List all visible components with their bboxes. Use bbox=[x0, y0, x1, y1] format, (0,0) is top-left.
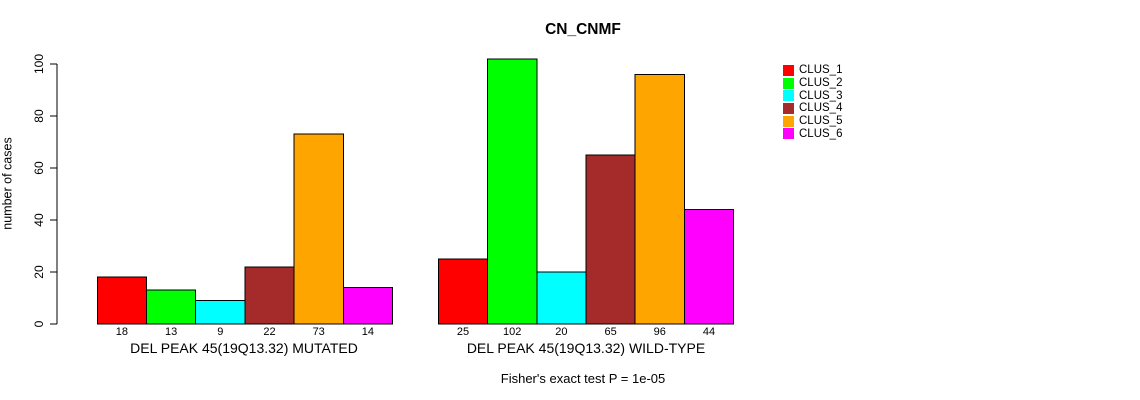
bar-value-label: 65 bbox=[604, 326, 616, 338]
bar-clus_4 bbox=[585, 154, 636, 325]
y-tick-label: 100 bbox=[32, 54, 46, 74]
bar-clus_4 bbox=[244, 266, 295, 325]
bar-value-label: 13 bbox=[165, 326, 177, 338]
legend-row: CLUS_3 bbox=[783, 89, 842, 102]
legend-swatch-clus_4 bbox=[783, 102, 794, 114]
legend-label: CLUS_2 bbox=[799, 77, 843, 90]
bar-clus_2 bbox=[487, 58, 538, 325]
bar-clus_3 bbox=[536, 271, 587, 325]
bar-value-label: 73 bbox=[313, 326, 325, 338]
legend-swatch-clus_2 bbox=[783, 77, 794, 89]
bar-clus_1 bbox=[96, 276, 148, 325]
bar-clus_1 bbox=[437, 258, 489, 325]
bar-clus_6 bbox=[342, 287, 393, 325]
group-label-wildtype: DEL PEAK 45(19Q13.32) WILD-TYPE bbox=[466, 340, 706, 356]
bar-value-label: 22 bbox=[263, 326, 275, 338]
bar-clus_3 bbox=[195, 300, 246, 325]
legend-row: CLUS_1 bbox=[783, 64, 842, 77]
legend-swatch-clus_6 bbox=[783, 128, 794, 140]
bar-value-label: 20 bbox=[555, 326, 567, 338]
legend-row: CLUS_5 bbox=[783, 115, 842, 128]
y-tick-label: 20 bbox=[32, 265, 46, 279]
legend-row: CLUS_4 bbox=[783, 102, 842, 115]
legend-label: CLUS_1 bbox=[799, 64, 843, 77]
bar-value-label: 96 bbox=[654, 326, 666, 338]
legend-swatch-clus_5 bbox=[783, 115, 794, 127]
y-tick-label: 40 bbox=[32, 213, 46, 227]
bar-clus_6 bbox=[683, 209, 735, 325]
y-tick-label: 60 bbox=[32, 161, 46, 175]
bar-clus_2 bbox=[146, 289, 197, 325]
legend-swatch-clus_3 bbox=[783, 90, 794, 102]
bar-value-label: 102 bbox=[503, 326, 521, 338]
bar-value-label: 9 bbox=[217, 326, 223, 338]
legend-swatch-clus_1 bbox=[783, 64, 794, 76]
bar-value-label: 14 bbox=[362, 326, 374, 338]
legend-label: CLUS_4 bbox=[799, 102, 843, 115]
bar-clus_5 bbox=[634, 73, 685, 325]
legend-row: CLUS_6 bbox=[783, 127, 842, 140]
legend-label: CLUS_6 bbox=[799, 127, 843, 140]
chart-title: CN_CNMF bbox=[545, 21, 621, 38]
legend-label: CLUS_3 bbox=[799, 89, 843, 102]
bar-value-label: 18 bbox=[116, 326, 128, 338]
bar-value-label: 44 bbox=[703, 326, 715, 338]
bar-value-label: 25 bbox=[457, 326, 469, 338]
legend-row: CLUS_2 bbox=[783, 77, 842, 90]
bar-clus_5 bbox=[293, 133, 344, 325]
legend-label: CLUS_5 bbox=[799, 115, 843, 128]
group-label-mutated: DEL PEAK 45(19Q13.32) MUTATED bbox=[130, 340, 358, 356]
legend: CLUS_1 CLUS_2 CLUS_3 CLUS_4 CLUS_5 CLUS_6 bbox=[783, 64, 842, 140]
y-tick-label: 80 bbox=[32, 109, 46, 123]
fisher-test-annotation: Fisher's exact test P = 1e-05 bbox=[500, 371, 666, 386]
y-tick-label: 0 bbox=[32, 320, 46, 327]
